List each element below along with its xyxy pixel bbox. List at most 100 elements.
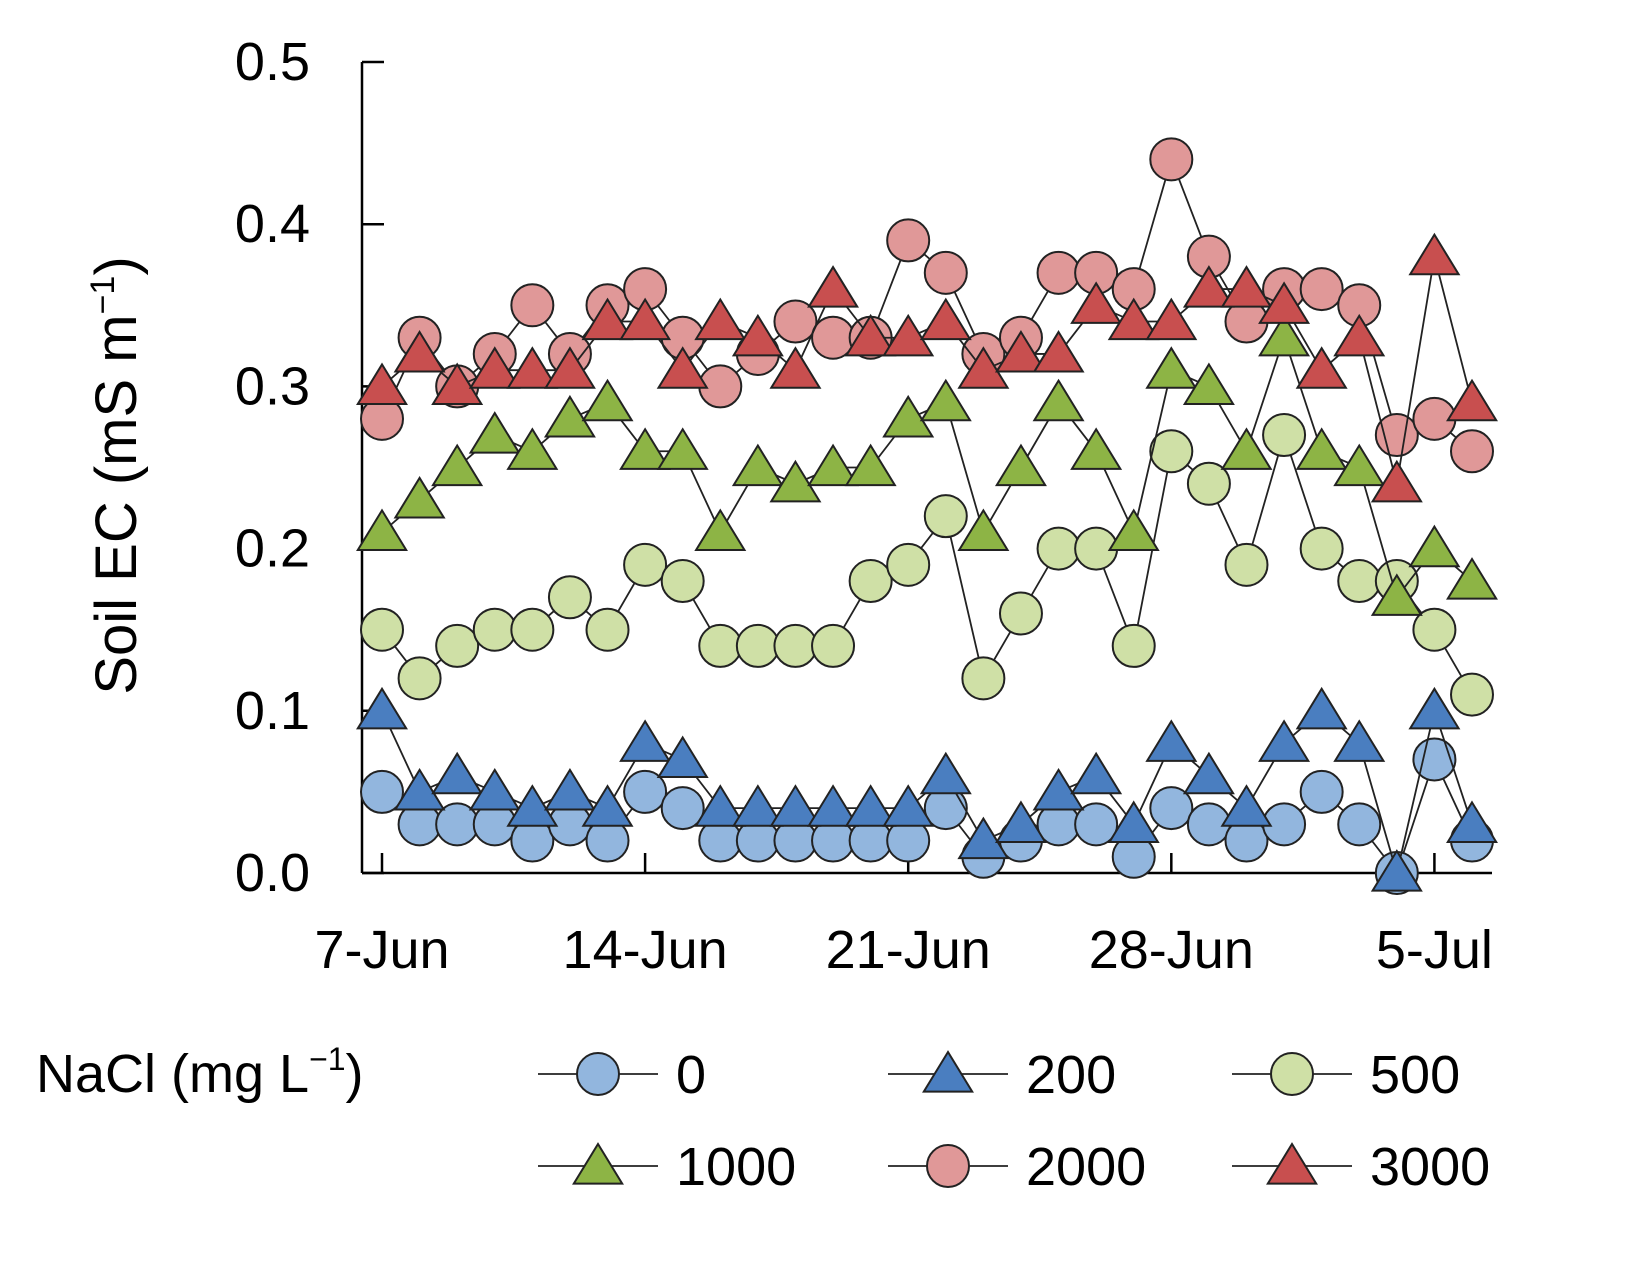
data-point-200 (1032, 767, 1085, 811)
data-point-500 (811, 623, 856, 668)
data-point-200 (1107, 800, 1160, 843)
data-point-3000 (1182, 265, 1235, 308)
data-point-3000 (1258, 281, 1311, 324)
data-point-1000 (543, 394, 596, 438)
legend-title-close: ) (346, 1044, 364, 1104)
data-point-500 (360, 607, 404, 652)
data-point-3000 (656, 346, 709, 389)
data-point-500 (961, 656, 1006, 701)
data-point-500 (998, 591, 1043, 636)
data-point-200 (393, 767, 446, 811)
data-point-500 (886, 542, 931, 587)
data-point-3000 (1370, 459, 1423, 503)
legend-item-0: 0 (538, 1045, 706, 1105)
data-point-1000 (1032, 378, 1085, 422)
data-point-0 (360, 769, 404, 814)
y-tick-label: 0.2 (235, 519, 310, 579)
y-tick-label: 0.0 (235, 843, 310, 903)
data-point-1000 (431, 443, 484, 487)
data-point-0 (623, 769, 668, 814)
data-point-1000 (1408, 524, 1461, 568)
data-point-2000 (1450, 429, 1494, 474)
legend-title: NaCl (mg L−1) (36, 1041, 364, 1104)
x-tick-label: 14-Jun (563, 920, 728, 980)
x-ticks: 7-Jun 14-Jun 21-Jun 28-Jun 5-Jul (314, 853, 1493, 980)
data-point-500 (773, 623, 818, 668)
data-point-3000 (619, 297, 672, 341)
legend-label: 2000 (1026, 1137, 1146, 1197)
data-point-0 (1299, 769, 1344, 814)
data-point-1000 (694, 508, 747, 551)
data-point-2000 (1149, 137, 1194, 182)
data-point-0 (1149, 786, 1194, 831)
series-200 (356, 686, 1498, 892)
data-point-200 (468, 767, 521, 811)
data-point-1000 (506, 427, 559, 470)
data-point-200 (1258, 719, 1311, 762)
data-point-500 (585, 607, 630, 652)
data-point-500 (1186, 461, 1231, 506)
y-tick-label: 0.5 (235, 32, 310, 92)
legend-item-500: 500 (1232, 1045, 1460, 1105)
data-point-500 (1299, 526, 1344, 571)
data-point-3000 (1220, 265, 1273, 308)
data-point-3000 (919, 297, 972, 341)
data-point-1000 (1295, 427, 1348, 470)
legend-marker-500 (1270, 1052, 1314, 1096)
data-point-1000 (1446, 557, 1498, 600)
data-point-500 (1262, 413, 1307, 458)
y-tick-label: 0.4 (235, 194, 310, 254)
y-axis-title: Soil EC (mS m−1) (84, 256, 149, 694)
data-point-500 (1412, 607, 1457, 652)
data-point-1000 (844, 443, 897, 487)
data-point-3000 (1107, 297, 1160, 341)
data-point-200 (807, 784, 860, 827)
legend-item-1000: 1000 (538, 1137, 796, 1197)
data-point-3000 (543, 346, 596, 389)
series-1000 (356, 313, 1498, 616)
data-point-200 (356, 686, 408, 730)
data-point-1000 (1070, 427, 1123, 470)
data-point-3000 (1295, 346, 1348, 389)
data-point-200 (882, 784, 935, 827)
data-point-1000 (731, 443, 784, 487)
data-point-200 (1446, 800, 1498, 843)
data-point-1000 (769, 459, 822, 503)
data-point-0 (1074, 802, 1119, 847)
data-point-200 (1182, 751, 1235, 795)
data-point-200 (431, 751, 484, 795)
data-point-200 (957, 816, 1010, 860)
data-point-200 (1295, 686, 1348, 730)
data-point-2000 (1036, 250, 1081, 295)
series-3000 (356, 232, 1498, 503)
data-point-3000 (1070, 281, 1123, 324)
data-point-2000 (510, 283, 555, 328)
x-tick-label: 7-Jun (314, 920, 449, 980)
data-point-200 (506, 784, 559, 827)
legend: NaCl (mg L−1) 0 200 500 1000 2000 3000 (36, 1041, 1490, 1197)
legend-label: 200 (1026, 1045, 1116, 1105)
data-point-1000 (619, 427, 672, 470)
data-point-500 (1450, 672, 1494, 717)
series-500 (360, 413, 1494, 717)
legend-marker-2000 (926, 1144, 970, 1188)
data-point-3000 (1333, 313, 1386, 357)
y-axis-title-main: Soil EC (mS m (84, 314, 149, 694)
data-point-2000 (773, 299, 818, 344)
data-point-500 (435, 623, 480, 668)
data-point-2000 (886, 218, 931, 263)
data-point-1000 (1107, 508, 1160, 551)
legend-label: 500 (1370, 1045, 1460, 1105)
data-point-3000 (694, 297, 747, 341)
data-point-200 (919, 751, 972, 795)
data-point-3000 (1446, 378, 1498, 422)
series-2000 (360, 137, 1494, 474)
y-tick-label: 0.1 (235, 681, 310, 741)
y-ticks: 0.0 0.1 0.2 0.3 0.4 0.5 (235, 32, 384, 903)
x-tick-label: 5-Jul (1376, 920, 1493, 980)
data-point-2000 (1299, 267, 1344, 312)
data-point-200 (656, 735, 709, 779)
data-point-500 (623, 542, 668, 587)
data-point-200 (1333, 719, 1386, 762)
data-point-500 (510, 607, 555, 652)
